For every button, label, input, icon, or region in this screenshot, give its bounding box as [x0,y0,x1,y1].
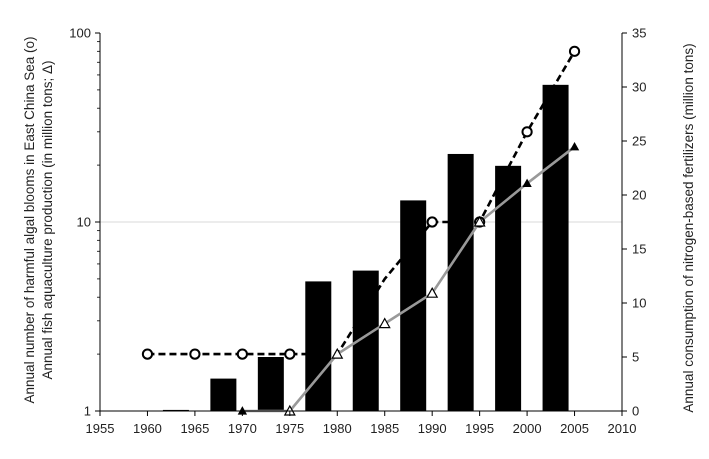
markers-layer [141,45,581,416]
x-tick-label-1995: 1995 [465,421,494,436]
y-right-tick-label-20: 20 [632,188,646,203]
bars-layer [162,84,569,411]
hab-marker-1970 [236,348,248,360]
hab-marker-2000 [521,126,533,138]
bar-1993 [447,153,474,411]
y-left-axis-title-line2: Annual fish aquaculture production (in m… [40,61,55,380]
bar-2003 [542,84,569,411]
hab-marker-1960 [141,348,154,360]
y-right-tick-label-0: 0 [632,404,639,419]
aquaculture-marker-1980 [331,347,344,359]
y-right-tick-label-10: 10 [632,296,646,311]
hab-marker-1965 [189,348,201,360]
y-right-tick-label-5: 5 [632,350,639,365]
aquaculture-marker-1985 [378,317,391,329]
y-right-tick-label-25: 25 [632,134,646,149]
bar-1973 [257,357,284,411]
x-tick-label-1975: 1975 [275,421,304,436]
bar-1968 [210,378,237,411]
y-left-tick-label-100: 100 [69,26,91,41]
x-tick-label-2000: 2000 [513,421,542,436]
x-tick-label-2005: 2005 [560,421,589,436]
bar-1978 [305,281,332,411]
lines-layer [147,50,576,413]
aquaculture-marker-1990 [426,286,439,298]
hab-marker-1975 [284,348,296,360]
bar-1998 [495,165,522,411]
aquaculture-marker-1995 [473,215,486,227]
y-right-tick-label-30: 30 [632,80,646,95]
x-tick-label-1985: 1985 [370,421,399,436]
hab-marker-2005 [568,45,581,57]
ticks-layer: 1955 1960 1965 1970 1975 1980 1985 1990 1995 2000… [69,26,646,437]
bar-1963 [162,409,189,411]
y-left-axis-title-line1: Annual number of harmful algal blooms in… [22,37,37,404]
hab-line [147,50,576,356]
hab-marker-1990 [426,216,438,228]
aquaculture-marker-2000 [522,178,532,188]
y-left-tick-label-1: 1 [84,404,91,419]
x-tick-label-1960: 1960 [133,421,162,436]
axes-layer [95,32,627,416]
y-right-tick-label-35: 35 [632,26,646,41]
x-tick-label-1970: 1970 [228,421,257,436]
y-left-tick-label-10: 10 [77,215,91,230]
x-tick-label-2010: 2010 [608,421,637,436]
aquaculture-line [242,145,576,413]
y-right-tick-label-15: 15 [632,242,646,257]
aquaculture-marker-2005 [569,141,580,151]
y-right-axis-title: Annual consumption of nitrogen-based fer… [681,43,696,412]
x-tick-label-1965: 1965 [180,421,209,436]
x-tick-label-1955: 1955 [86,421,115,436]
x-tick-label-1990: 1990 [418,421,447,436]
x-tick-label-1980: 1980 [323,421,352,436]
